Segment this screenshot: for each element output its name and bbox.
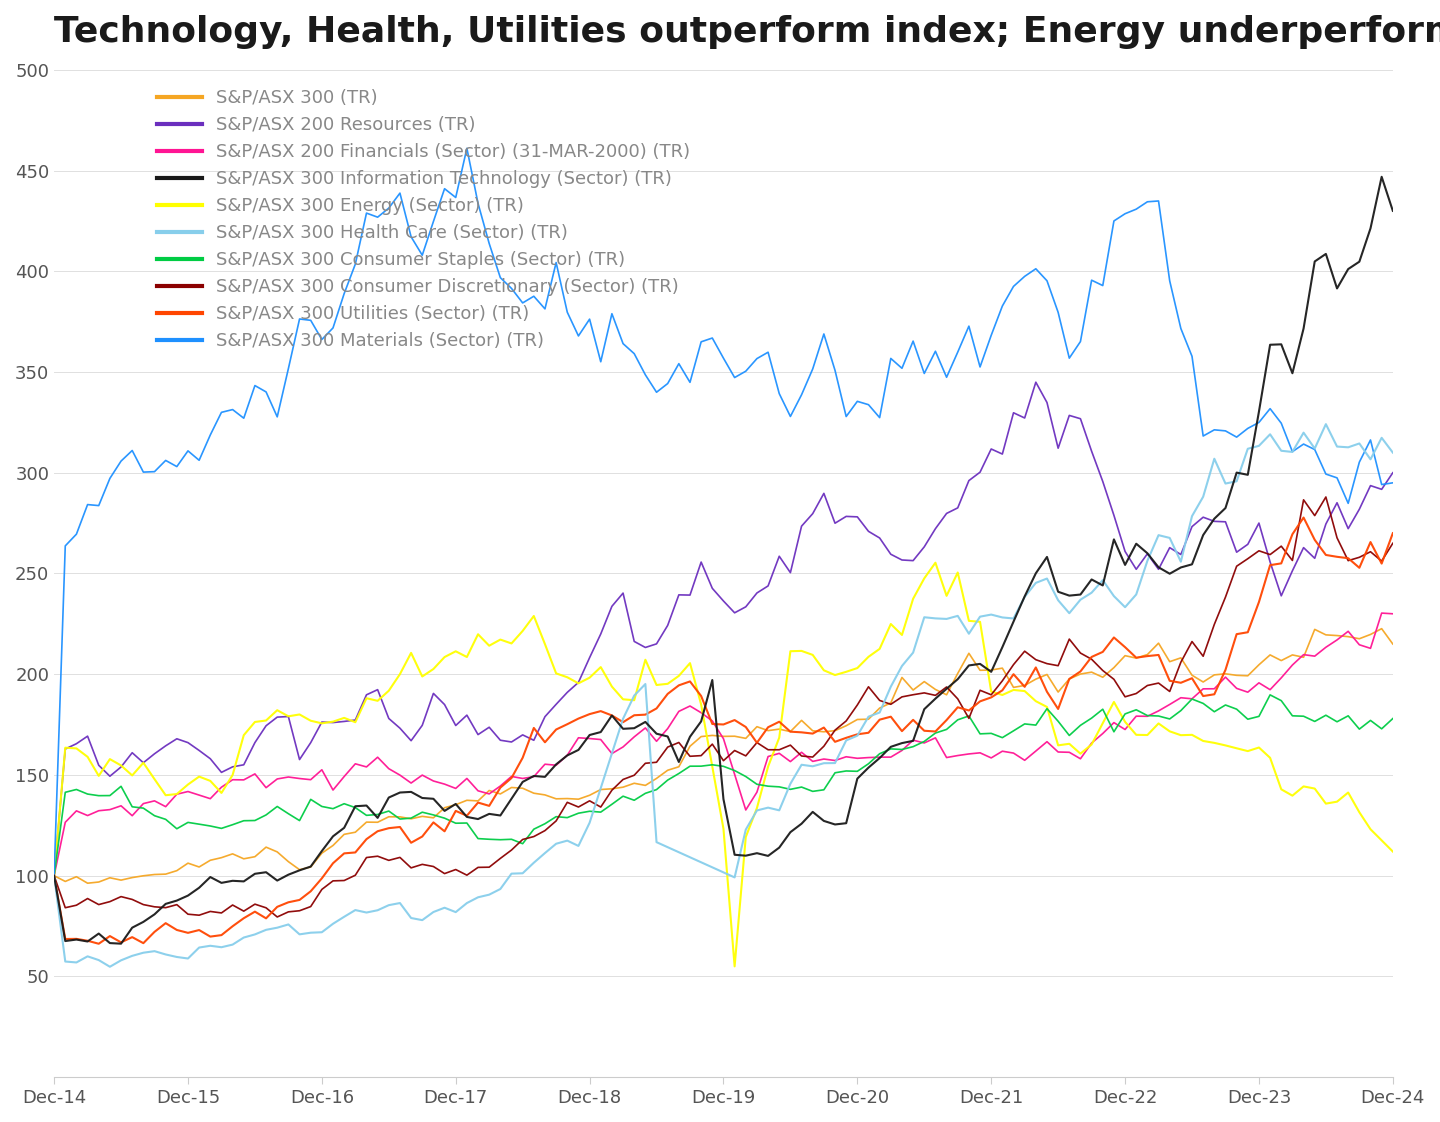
Legend: S&P/ASX 300 (TR), S&P/ASX 200 Resources (TR), S&P/ASX 200 Financials (Sector) (3: S&P/ASX 300 (TR), S&P/ASX 200 Resources … [157, 89, 691, 350]
Text: Technology, Health, Utilities outperform index; Energy underperformance: Technology, Health, Utilities outperform… [55, 15, 1440, 49]
